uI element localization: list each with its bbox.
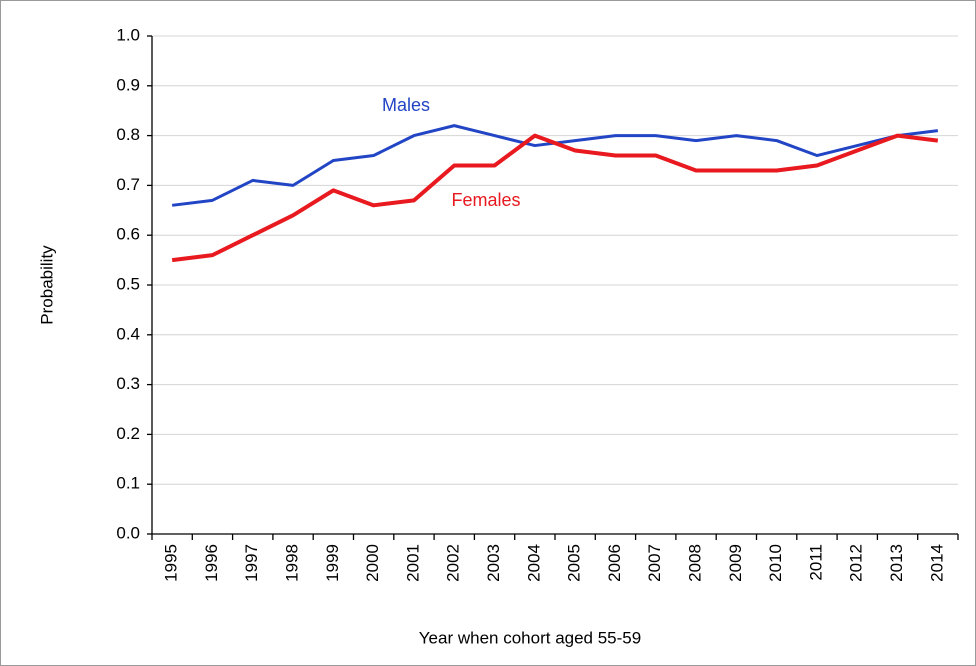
x-tick-label: 2001 [403, 544, 422, 582]
x-tick-label: 2000 [363, 544, 382, 582]
y-axis-label: Probability [37, 245, 56, 325]
series-label: Males [382, 95, 430, 115]
y-tick-label: 0.9 [116, 75, 140, 94]
y-tick-label: 0.6 [116, 225, 140, 244]
y-tick-label: 0.8 [116, 125, 140, 144]
x-tick-label: 2004 [524, 544, 543, 582]
y-tick-label: 1.0 [116, 25, 140, 44]
y-tick-label: 0.1 [116, 474, 140, 493]
x-tick-label: 2014 [927, 544, 946, 582]
x-tick-label: 2002 [444, 544, 463, 582]
x-tick-label: 2003 [484, 544, 503, 582]
x-tick-label: 1999 [323, 544, 342, 582]
y-tick-label: 0.3 [116, 374, 140, 393]
x-tick-label: 2005 [565, 544, 584, 582]
x-tick-label: 2010 [766, 544, 785, 582]
x-tick-label: 2009 [726, 544, 745, 582]
y-tick-label: 0.7 [116, 175, 140, 194]
y-tick-label: 0.2 [116, 424, 140, 443]
x-tick-label: 1998 [283, 544, 302, 582]
x-tick-label: 2013 [887, 544, 906, 582]
series-line [171, 133, 939, 263]
y-tick-label: 0.5 [116, 274, 140, 293]
x-tick-label: 2011 [806, 544, 825, 581]
x-tick-label: 2012 [847, 544, 866, 582]
x-tick-label: 1996 [202, 544, 221, 582]
x-tick-label: 2008 [686, 544, 705, 582]
series-label: Females [451, 190, 520, 210]
x-axis-label: Year when cohort aged 55-59 [419, 628, 641, 647]
x-tick-label: 2007 [645, 544, 664, 582]
x-tick-label: 1995 [162, 544, 181, 582]
y-tick-label: 0.4 [116, 324, 140, 343]
y-tick-label: 0.0 [116, 523, 140, 542]
x-tick-label: 1997 [242, 544, 261, 582]
x-tick-label: 2006 [605, 544, 624, 582]
